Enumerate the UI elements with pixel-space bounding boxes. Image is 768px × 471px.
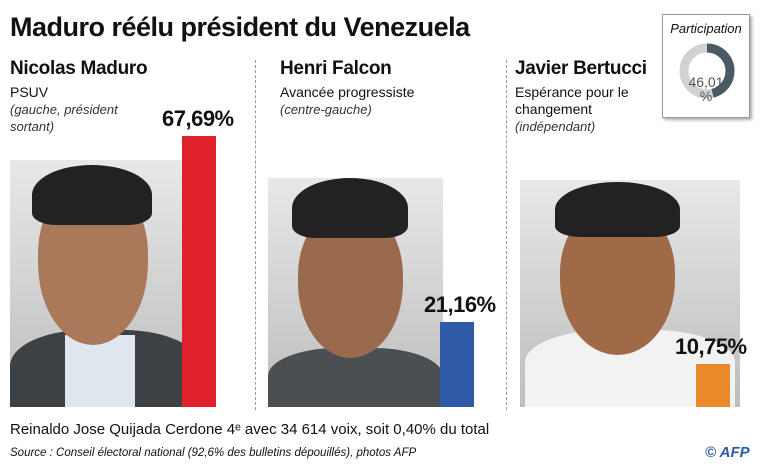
participation-box: Participation 46,01% [662,14,750,118]
candidate-note: (centre-gauche) [280,102,372,117]
candidate-falcon-info: Henri Falcon Avancée progressiste (centr… [280,58,500,118]
candidate-note: (indépendant) [515,119,596,134]
candidate-name: Javier Bertucci [515,58,647,79]
candidate-name: Nicolas Maduro [10,58,148,79]
bar-0 [182,136,216,407]
bar-label-2: 10,75% [675,334,747,359]
bar-label-1: 21,16% [424,292,496,318]
afp-logo: © AFP [705,444,750,461]
divider [506,60,507,410]
divider [255,60,256,410]
participation-label: Participation [670,21,742,36]
page-title: Maduro réélu président du Venezuela [10,12,470,42]
candidate-party: PSUV [10,84,49,100]
fourth-candidate-note: Reinaldo Jose Quijada Cerdone 4ᵉ avec 34… [10,421,490,438]
candidate-note: (gauche, président sortant) [10,102,118,134]
candidate-maduro-info: Nicolas Maduro PSUV (gauche, président s… [10,58,240,135]
donut-fill [679,43,735,99]
candidate-party: Espérance pour le changement [515,84,629,117]
participation-value: 46,01% [688,74,724,104]
photo-falcon [268,178,443,407]
candidate-bertucci-info: Javier Bertucci Espérance pour le change… [515,58,655,135]
photo-maduro [10,160,215,407]
source-note: Source : Conseil électoral national (92,… [10,447,417,459]
participation-donut [679,43,735,99]
bar-2 [696,364,730,407]
candidate-name: Henri Falcon [280,58,392,79]
bar-1 [440,322,474,407]
bar-label-0: 67,69% [162,106,234,132]
candidate-party: Avancée progressiste [280,84,415,100]
